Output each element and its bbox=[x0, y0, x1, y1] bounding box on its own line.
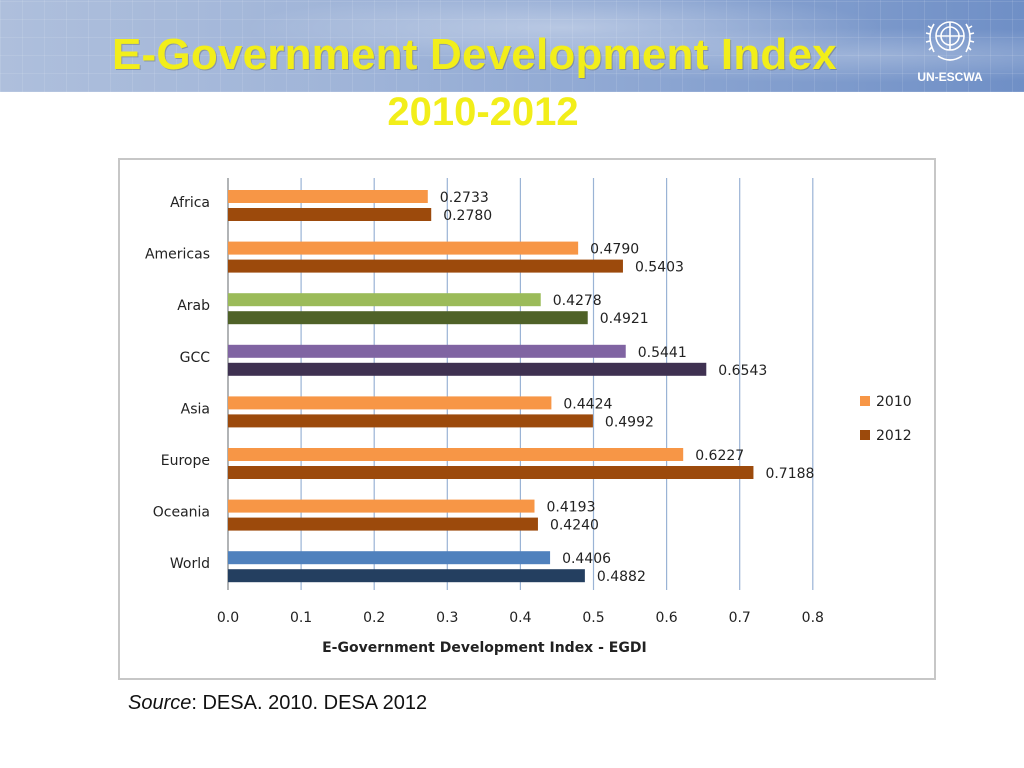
bar-2010 bbox=[228, 396, 552, 410]
bar-2012 bbox=[228, 259, 623, 273]
category-label: GCC bbox=[180, 350, 211, 366]
legend-label: 2012 bbox=[876, 428, 912, 444]
bar-2012 bbox=[228, 466, 754, 479]
data-label: 0.6227 bbox=[695, 448, 744, 464]
data-label: 0.4992 bbox=[605, 414, 654, 430]
data-label: 0.4790 bbox=[590, 242, 639, 258]
data-label: 0.2733 bbox=[440, 190, 489, 206]
x-axis-title: E-Government Development Index - EGDI bbox=[322, 640, 647, 656]
x-tick-label: 0.1 bbox=[290, 610, 312, 626]
data-label: 0.2780 bbox=[443, 208, 492, 224]
un-escwa-logo: UN-ESCWA bbox=[912, 8, 988, 92]
category-label: Americas bbox=[145, 247, 210, 263]
bar-2012 bbox=[228, 414, 593, 428]
header-band bbox=[0, 0, 1024, 92]
category-label: Africa bbox=[170, 195, 210, 211]
data-label: 0.5403 bbox=[635, 260, 684, 276]
source-note: Source: DESA. 2010. DESA 2012 bbox=[128, 692, 427, 715]
data-label: 0.7188 bbox=[765, 466, 814, 482]
page-subtitle: 2010-2012 bbox=[387, 90, 579, 134]
x-tick-label: 0.7 bbox=[729, 610, 751, 626]
category-label: Arab bbox=[177, 298, 210, 314]
bar-2012 bbox=[228, 569, 585, 583]
bar-2012 bbox=[228, 311, 588, 325]
bar-2012 bbox=[228, 208, 432, 221]
logo-text: UN-ESCWA bbox=[917, 70, 983, 84]
bar-chart: 0.0 0.1 0.2 0.3 0.4 0.5 0.6 0.7 0.8 E-Government … bbox=[145, 178, 912, 656]
bar-2010 bbox=[228, 241, 579, 255]
legend-label: 2010 bbox=[876, 394, 912, 410]
bar-2010 bbox=[228, 448, 684, 461]
data-label: 0.4882 bbox=[597, 569, 646, 585]
legend-swatch bbox=[860, 396, 870, 406]
data-label: 0.4406 bbox=[562, 551, 611, 567]
x-tick-label: 0.4 bbox=[509, 610, 531, 626]
bar-2010 bbox=[228, 344, 626, 358]
x-tick-label: 0.0 bbox=[217, 610, 239, 626]
data-label: 0.4240 bbox=[550, 518, 599, 534]
category-label: World bbox=[170, 556, 210, 572]
category-label: Europe bbox=[161, 453, 210, 469]
un-emblem-icon bbox=[925, 21, 975, 61]
data-label: 0.4424 bbox=[563, 396, 612, 412]
category-label: Oceania bbox=[153, 505, 210, 521]
x-tick-label: 0.5 bbox=[582, 610, 604, 626]
legend-swatch bbox=[860, 430, 870, 440]
page-title: E-Government Development Index bbox=[112, 30, 837, 79]
bar-2010 bbox=[228, 551, 551, 565]
chart-frame: 0.0 0.1 0.2 0.3 0.4 0.5 0.6 0.7 0.8 E-Government … bbox=[118, 158, 936, 680]
bar-2010 bbox=[228, 499, 535, 513]
data-label: 0.4921 bbox=[600, 311, 649, 327]
source-label: Source bbox=[128, 692, 192, 714]
x-tick-label: 0.2 bbox=[363, 610, 385, 626]
source-text: : DESA. 2010. DESA 2012 bbox=[191, 692, 428, 714]
data-label: 0.4278 bbox=[553, 293, 602, 309]
x-tick-label: 0.8 bbox=[802, 610, 824, 626]
data-label: 0.5441 bbox=[638, 345, 687, 361]
data-label: 0.6543 bbox=[718, 363, 767, 379]
data-label: 0.4193 bbox=[547, 500, 596, 516]
category-label: Asia bbox=[181, 401, 210, 417]
x-tick-label: 0.3 bbox=[436, 610, 458, 626]
bar-2010 bbox=[228, 293, 541, 307]
bar-2010 bbox=[228, 190, 428, 203]
x-tick-label: 0.6 bbox=[655, 610, 677, 626]
bar-2012 bbox=[228, 517, 538, 531]
bar-2012 bbox=[228, 362, 707, 376]
